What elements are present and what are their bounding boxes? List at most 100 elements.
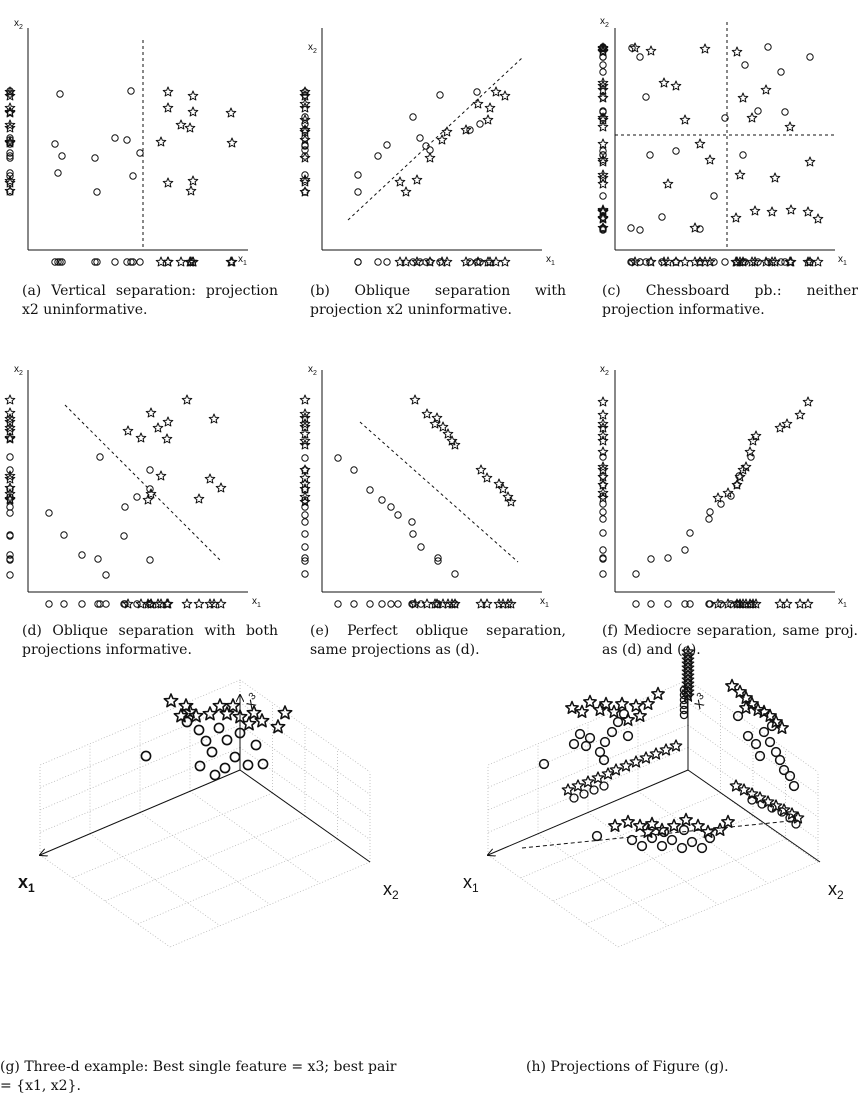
star-marker [299, 186, 311, 197]
circle-marker [466, 126, 474, 134]
grid-line [487, 724, 689, 811]
star-marker [619, 759, 633, 772]
star-marker [679, 812, 693, 827]
star-marker [394, 176, 406, 187]
star-marker [472, 256, 484, 267]
star-marker [4, 394, 16, 405]
star-marker [689, 256, 701, 267]
star-marker [597, 46, 609, 57]
star-marker [766, 256, 778, 267]
circle-marker [93, 188, 101, 196]
star-marker [621, 712, 635, 727]
circle-marker [705, 515, 713, 523]
star-marker [769, 172, 781, 183]
circle-marker [806, 53, 814, 61]
circle-marker [599, 546, 607, 554]
star-marker [597, 409, 609, 420]
circle-marker [636, 226, 644, 234]
star-marker [145, 598, 157, 609]
grid-line [189, 790, 321, 884]
star-marker [669, 739, 683, 752]
circle-marker [301, 113, 309, 121]
star-marker [766, 206, 778, 217]
circle-marker [754, 107, 762, 115]
star-marker [641, 824, 655, 839]
star-marker [122, 425, 134, 436]
circle-marker [301, 570, 309, 578]
star-marker [597, 204, 609, 215]
circle-marker [679, 685, 689, 695]
circle-marker [250, 739, 262, 751]
star-marker [731, 479, 743, 490]
star-marker [699, 43, 711, 54]
star-marker [749, 256, 761, 267]
panel-f-points [597, 396, 814, 609]
star-marker [225, 107, 237, 118]
star-marker [670, 80, 682, 91]
star-marker [135, 432, 147, 443]
star-marker [155, 470, 167, 481]
panel-a-xlabel: x1 [238, 254, 247, 267]
star-marker [597, 422, 609, 433]
star-marker [4, 473, 16, 484]
circle-marker [129, 258, 137, 266]
star-marker [658, 77, 670, 88]
circle-marker [568, 738, 580, 750]
grid-line [687, 747, 819, 840]
grid-line [239, 747, 371, 840]
star-marker [749, 205, 761, 216]
circle-marker [6, 152, 14, 160]
star-marker [241, 716, 257, 731]
circle-marker [133, 493, 141, 501]
star-marker [804, 156, 816, 167]
circle-marker [6, 571, 14, 579]
grid-line [537, 833, 669, 927]
circle-marker [383, 141, 391, 149]
circle-marker [758, 726, 770, 738]
star-marker [4, 416, 16, 427]
panel-h-separator [521, 819, 801, 849]
circle-marker [656, 840, 668, 852]
circle-marker [704, 832, 716, 844]
circle-marker [538, 758, 550, 770]
star-marker [597, 464, 609, 475]
circle-marker [642, 93, 650, 101]
star-marker [472, 98, 484, 109]
circle-marker [6, 551, 14, 559]
star-marker [215, 482, 227, 493]
panel-g: x3 x1 x2 [18, 679, 399, 948]
star-marker [651, 686, 665, 701]
star-marker [781, 598, 793, 609]
star-marker [597, 479, 609, 490]
circle-marker [681, 546, 689, 554]
star-marker [689, 222, 701, 233]
circle-marker [436, 91, 444, 99]
star-marker [597, 42, 609, 53]
circle-marker [791, 819, 801, 829]
star-marker [737, 783, 751, 796]
circle-marker [627, 224, 635, 232]
star-marker [299, 472, 311, 483]
star-marker [629, 256, 641, 267]
star-marker [411, 256, 423, 267]
circle-marker [136, 149, 144, 157]
circle-marker [200, 735, 212, 747]
star-marker [721, 814, 735, 829]
star-marker [775, 720, 789, 735]
star-marker [4, 119, 16, 130]
star-marker [449, 439, 461, 450]
star-marker [490, 86, 502, 97]
panel-b-points [299, 86, 511, 267]
star-marker [499, 256, 511, 267]
star-marker [662, 178, 674, 189]
star-marker [597, 156, 609, 167]
circle-marker [686, 529, 694, 537]
star-marker [204, 473, 216, 484]
circle-marker [636, 840, 648, 852]
circle-marker [417, 600, 425, 608]
star-marker [769, 714, 783, 729]
star-marker [299, 483, 311, 494]
circle-marker [394, 600, 402, 608]
panel-e-xlabel: x1 [540, 596, 549, 609]
